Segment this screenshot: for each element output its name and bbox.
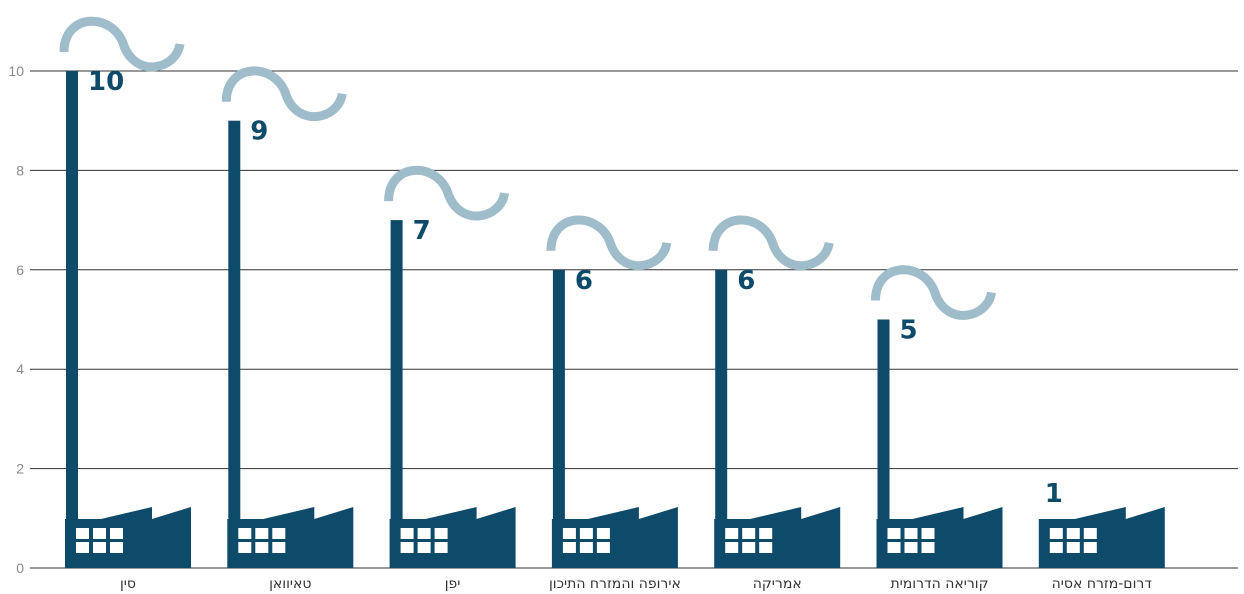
window [434, 528, 448, 539]
window [417, 528, 431, 539]
factory-windows [76, 528, 123, 553]
factory-windows [562, 528, 610, 553]
window [742, 542, 756, 553]
factory-bar: 7 יפן [384, 165, 516, 592]
window [1066, 542, 1080, 553]
window [562, 528, 576, 539]
window [110, 542, 123, 553]
window [579, 542, 593, 553]
y-tick-label: 2 [16, 461, 24, 477]
smoke-icon [546, 215, 672, 271]
x-tick-label: סין [120, 576, 136, 592]
window [400, 528, 414, 539]
chimney-bar [552, 269, 565, 568]
window [921, 542, 935, 553]
window [417, 542, 431, 553]
data-label: 9 [250, 117, 268, 147]
chimney-bar [66, 71, 78, 568]
data-label: 10 [88, 67, 124, 97]
window [434, 542, 448, 553]
data-label: 6 [737, 266, 755, 296]
window [759, 542, 773, 553]
window [596, 542, 610, 553]
x-tick-label: אירופה והמזרח התיכון [549, 576, 681, 592]
factory-bar: 9 טאיוואן [221, 66, 354, 592]
window [725, 528, 739, 539]
window [400, 542, 414, 553]
x-tick-label: טאיוואן [269, 576, 311, 592]
y-tick-label: 0 [16, 560, 24, 576]
x-tick-label: יפן [445, 576, 461, 592]
window [93, 528, 106, 539]
window [562, 542, 576, 553]
window [742, 528, 756, 539]
data-label: 6 [575, 266, 593, 296]
smoke-icon [708, 215, 834, 271]
window [596, 528, 610, 539]
window [272, 528, 286, 539]
window [272, 542, 286, 553]
window [238, 542, 252, 553]
factory-bar: 5 קוריאה הדרומית [871, 265, 1003, 592]
y-tick-label: 10 [8, 63, 24, 79]
window [110, 528, 123, 539]
window [725, 542, 739, 553]
window [1066, 528, 1080, 539]
chimney-bar [715, 269, 728, 568]
y-tick-label: 6 [16, 262, 24, 278]
window [255, 528, 269, 539]
factory-bar: 1 דרום-מזרח אסיה [1038, 479, 1165, 592]
smoke-icon [221, 66, 347, 122]
data-label: 1 [1045, 479, 1063, 509]
y-tick-label: 8 [16, 162, 24, 178]
x-tick-label: אמריקה [753, 576, 802, 592]
factory-bar: 6 אמריקה [708, 215, 841, 592]
window [255, 542, 269, 553]
x-tick-label: קוריאה הדרומית [890, 576, 988, 592]
y-tick-label: 4 [16, 361, 24, 377]
factory-windows [725, 528, 773, 553]
factory-bar: 10 סין [59, 16, 191, 592]
chimney-bar [390, 220, 403, 568]
chimney-bar [877, 319, 890, 568]
window [1083, 528, 1097, 539]
smoke-icon [59, 16, 185, 72]
factory-windows [887, 528, 935, 553]
window [887, 528, 901, 539]
window [904, 542, 918, 553]
window [1083, 542, 1097, 553]
window [1049, 542, 1063, 553]
x-tick-label: דרום-מזרח אסיה [1052, 576, 1153, 592]
data-label: 5 [900, 316, 918, 346]
window [238, 528, 252, 539]
window [887, 542, 901, 553]
window [93, 542, 106, 553]
window [579, 528, 593, 539]
window [921, 528, 935, 539]
window [76, 528, 89, 539]
factory-windows [400, 528, 448, 553]
window [76, 542, 89, 553]
chimney-bar [228, 120, 241, 568]
factory-windows [1049, 528, 1097, 553]
smoke-icon [384, 165, 510, 221]
factory-bar: 6 אירופה והמזרח התיכון [546, 215, 681, 592]
window [759, 528, 773, 539]
smoke-icon [871, 265, 996, 320]
data-label: 7 [413, 216, 431, 246]
factory-windows [238, 528, 286, 553]
window [904, 528, 918, 539]
window [1049, 528, 1063, 539]
